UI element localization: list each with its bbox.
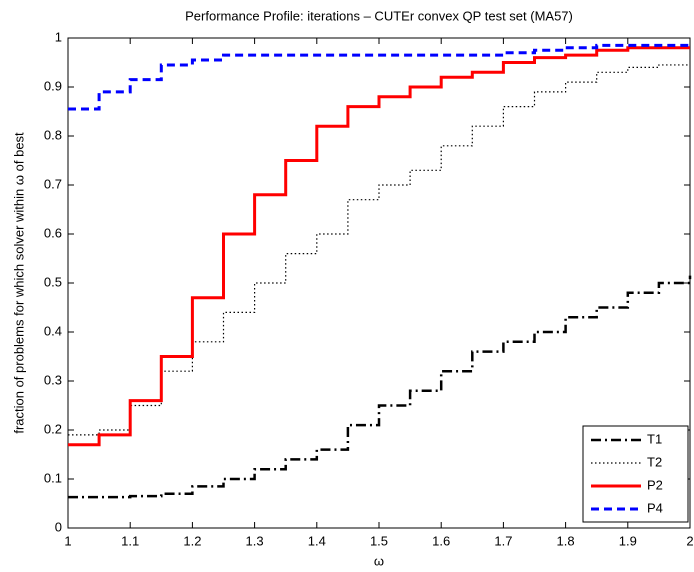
x-tick-label: 1.5 [370, 533, 388, 548]
legend-label: T1 [647, 431, 662, 446]
x-axis-label: ω [374, 553, 384, 568]
chart-title: Performance Profile: iterations – CUTEr … [185, 8, 573, 23]
legend-label: T2 [647, 454, 662, 469]
y-tick-label: 0.3 [44, 372, 62, 387]
series-line [68, 46, 690, 447]
y-tick-label: 0.9 [44, 78, 62, 93]
y-axis-label: fraction of problems for which solver wi… [11, 132, 26, 434]
y-tick-label: 0.6 [44, 225, 62, 240]
x-tick-label: 1 [64, 533, 71, 548]
y-tick-label: 0.8 [44, 127, 62, 142]
legend-label: P2 [647, 477, 663, 492]
y-tick-label: 0.5 [44, 274, 62, 289]
x-tick-label: 1.6 [432, 533, 450, 548]
y-tick-label: 0.2 [44, 421, 62, 436]
x-tick-label: 1.8 [557, 533, 575, 548]
x-tick-label: 2 [686, 533, 693, 548]
x-tick-label: 1.3 [246, 533, 264, 548]
y-tick-label: 0 [55, 519, 62, 534]
y-tick-label: 0.1 [44, 470, 62, 485]
x-tick-label: 1.1 [121, 533, 139, 548]
y-tick-label: 0.4 [44, 323, 62, 338]
legend-label: P4 [647, 500, 663, 515]
y-tick-label: 0.7 [44, 176, 62, 191]
series-line [68, 64, 690, 436]
x-tick-label: 1.9 [619, 533, 637, 548]
x-tick-label: 1.7 [494, 533, 512, 548]
x-tick-label: 1.4 [308, 533, 326, 548]
series-line [68, 43, 690, 111]
x-tick-label: 1.2 [183, 533, 201, 548]
legend-box [582, 425, 689, 523]
y-tick-label: 1 [55, 29, 62, 44]
